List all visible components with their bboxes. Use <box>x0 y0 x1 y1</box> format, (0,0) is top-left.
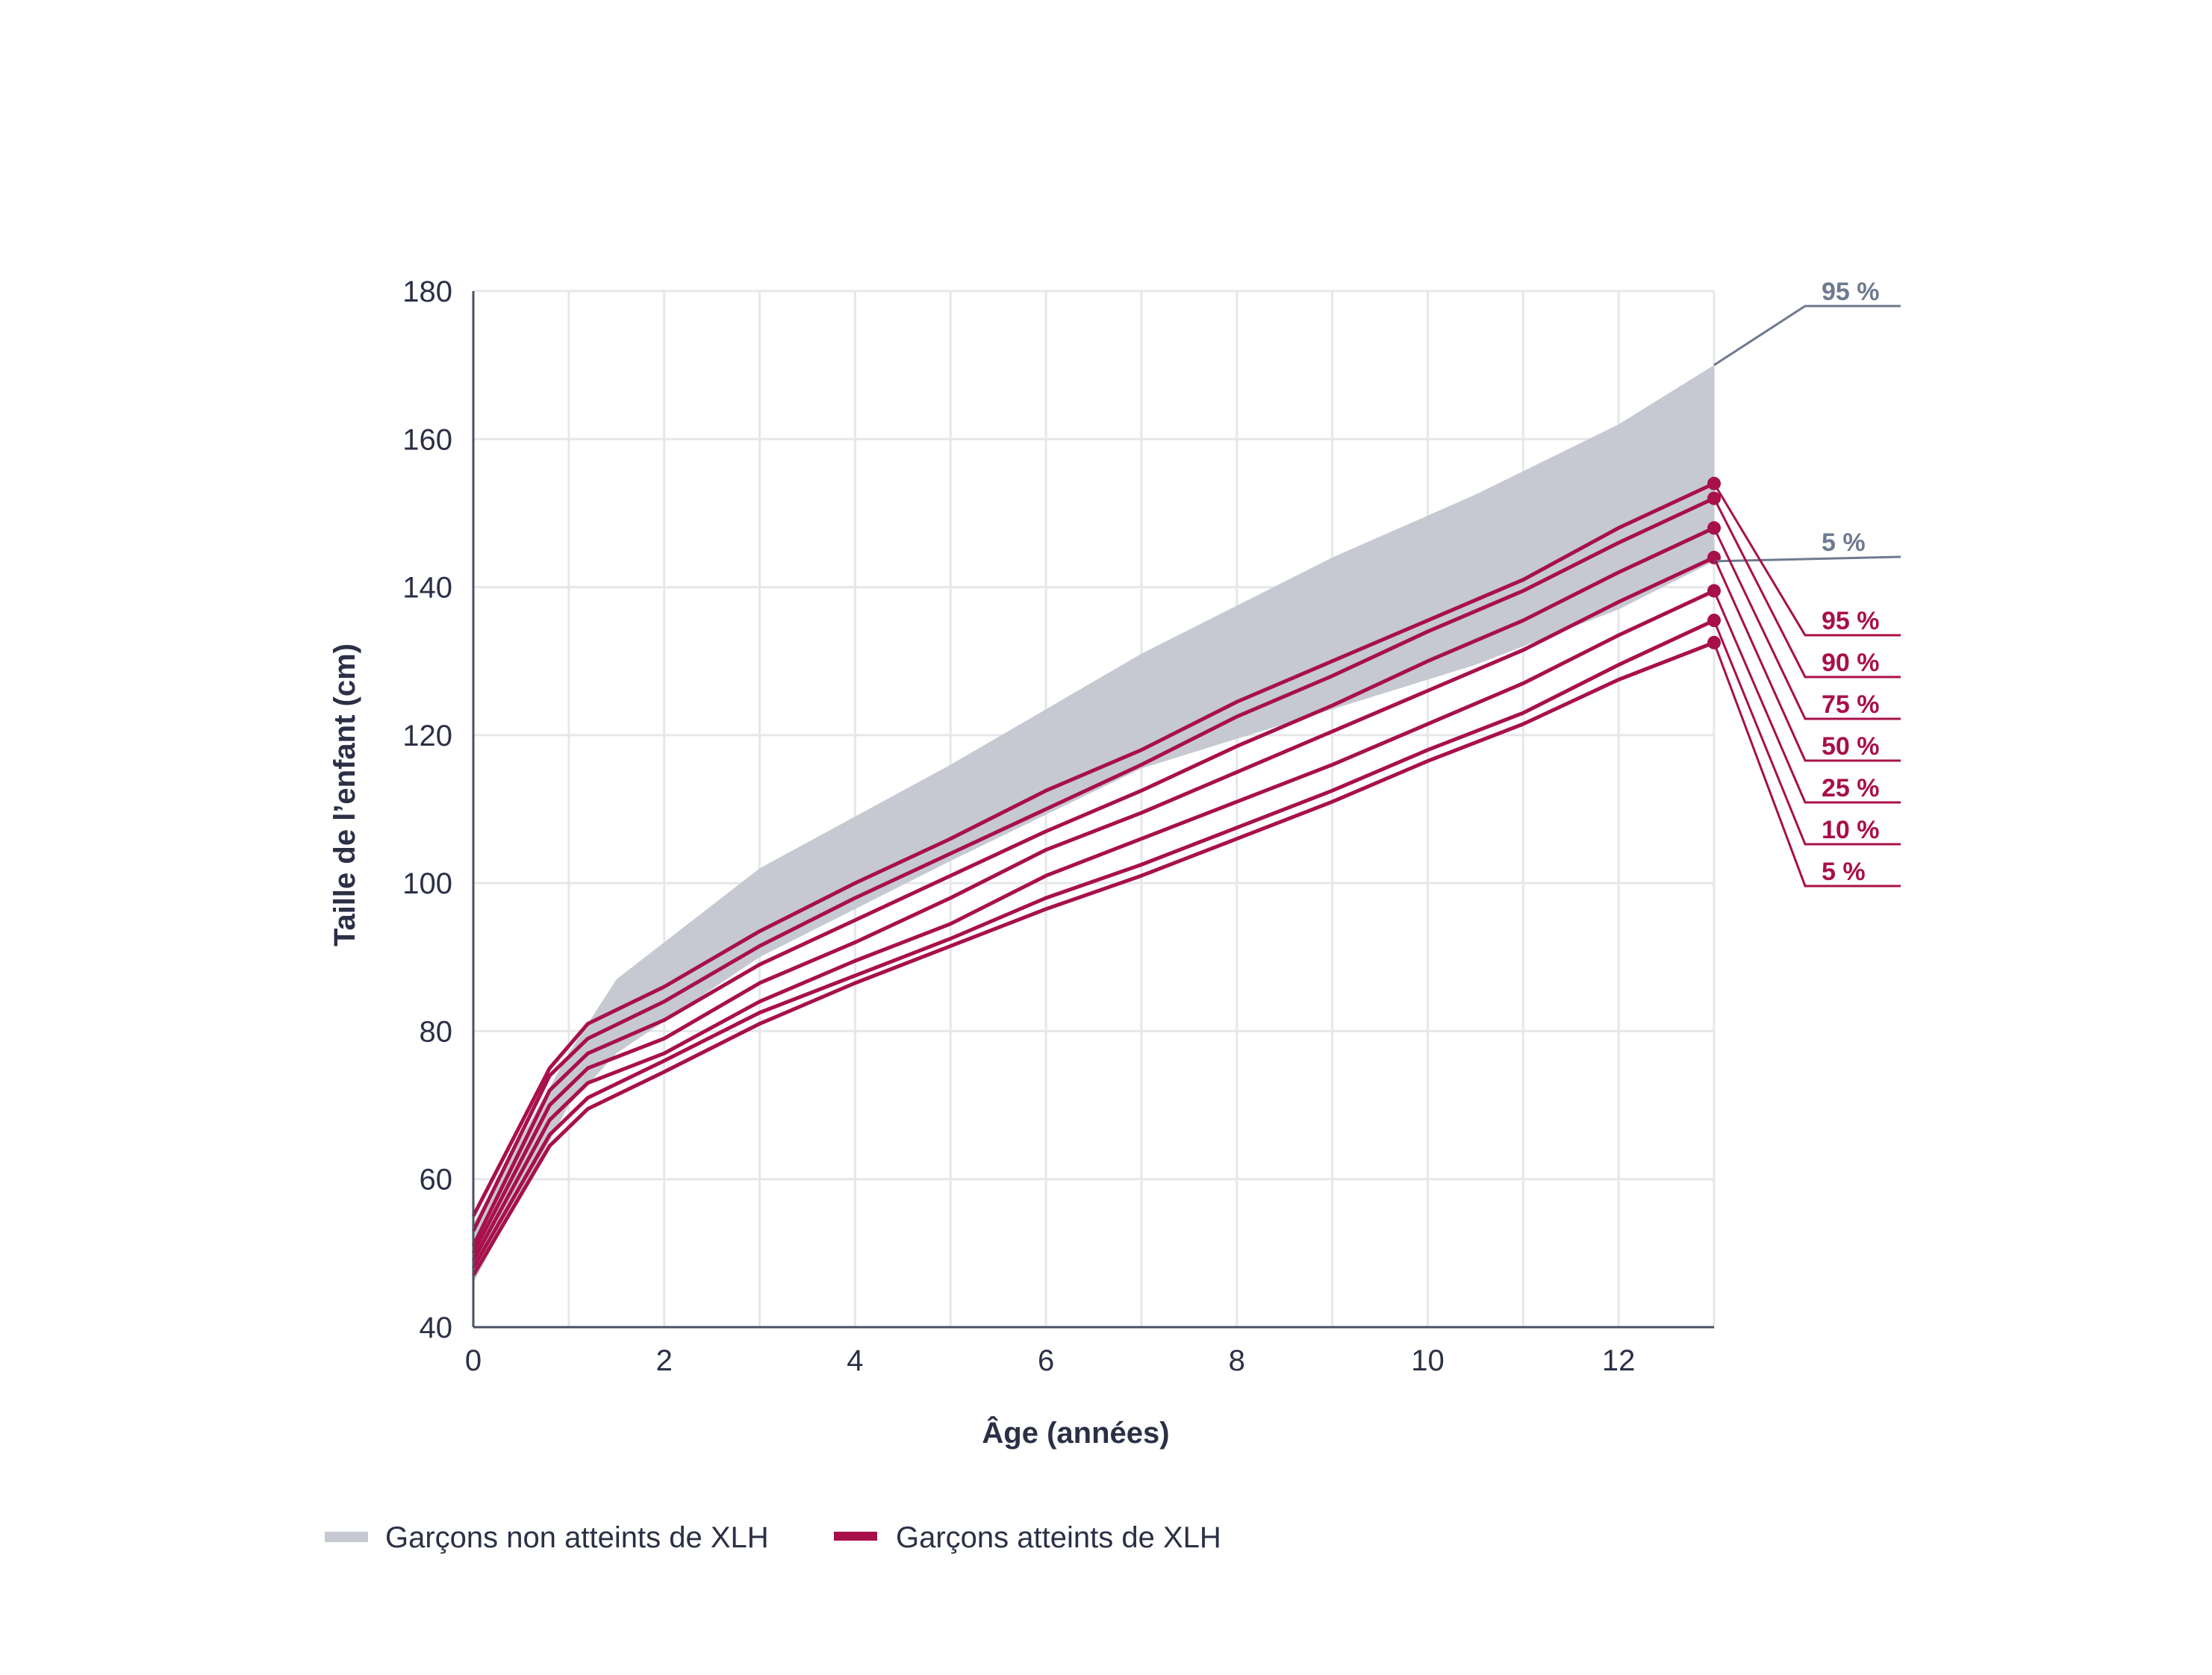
series-line <box>471 481 1716 1217</box>
y-tick-label: 100 <box>402 867 452 900</box>
band-upper-label: 95 % <box>1822 278 1880 306</box>
series-line <box>471 525 1716 1247</box>
axes <box>472 291 1714 1329</box>
series-line <box>471 640 1715 1276</box>
band-leader-line <box>1713 555 1901 563</box>
band-lower-label: 5 % <box>1822 528 1866 557</box>
y-tick-label: 60 <box>420 1164 453 1197</box>
series-lines <box>471 476 1721 1276</box>
x-axis-title: Âge (années) <box>982 1415 1169 1450</box>
series-label: 10 % <box>1822 816 1880 844</box>
series-leader-line <box>1713 642 1901 888</box>
y-tick-label: 140 <box>402 572 452 605</box>
y-axis-title: Taille de l’enfant (cm) <box>328 643 361 946</box>
series-line <box>471 589 1716 1261</box>
x-tick-label: 4 <box>847 1344 863 1377</box>
y-tick-label: 40 <box>420 1311 453 1344</box>
series-leader-line <box>1713 620 1901 846</box>
x-tick-label: 6 <box>1038 1344 1054 1377</box>
y-tick-label: 80 <box>420 1015 453 1048</box>
series-label: 75 % <box>1822 690 1880 719</box>
series-line <box>471 618 1716 1269</box>
legend-swatch-unaffected <box>325 1532 368 1542</box>
tick-labels: 0 2 4 6 8 10 12 40 60 80 100 120 140 160 180 <box>402 275 1635 1377</box>
x-tick-label: 10 <box>1411 1344 1445 1377</box>
series-label: 25 % <box>1822 774 1880 802</box>
legend-label-affected: Garçons atteints de XLH <box>896 1521 1221 1554</box>
x-tick-label: 12 <box>1602 1344 1636 1377</box>
y-tick-label: 160 <box>402 423 452 456</box>
x-tick-label: 8 <box>1229 1344 1245 1377</box>
series-line <box>471 555 1716 1255</box>
legend: Garçons non atteints de XLH Garçons atte… <box>325 1521 1221 1554</box>
series-leader-line <box>1713 557 1901 762</box>
series-label: 95 % <box>1822 607 1880 635</box>
series-label: 50 % <box>1822 732 1880 761</box>
series-label: 5 % <box>1822 858 1866 886</box>
series-leader-line <box>1713 590 1901 804</box>
legend-swatch-affected <box>834 1532 877 1541</box>
band-leader-line <box>1713 305 1901 366</box>
series-leader-line <box>1713 527 1901 720</box>
y-tick-label: 120 <box>402 720 452 752</box>
reference-band <box>473 365 1714 1283</box>
series-leader-line <box>1713 482 1901 637</box>
series-leader-line <box>1713 497 1901 679</box>
legend-label-unaffected: Garçons non atteints de XLH <box>385 1521 769 1554</box>
x-tick-label: 2 <box>656 1344 673 1377</box>
series-label: 90 % <box>1822 649 1880 677</box>
x-tick-label: 0 <box>465 1344 482 1377</box>
y-tick-label: 180 <box>402 275 452 308</box>
percentile-callouts: 95 % 5 % 95 % 90 % 75 % 50 % 25 % 10 % 5 % <box>1713 278 1901 888</box>
series-line <box>471 496 1716 1232</box>
